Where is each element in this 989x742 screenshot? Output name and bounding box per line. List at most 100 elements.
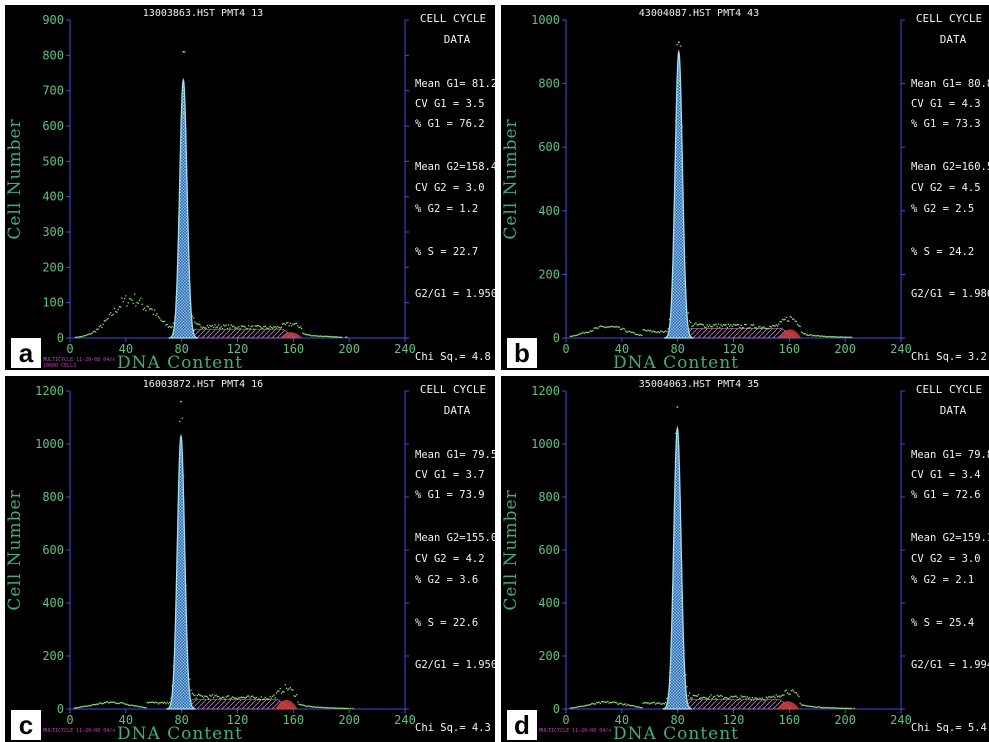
data-point: [755, 327, 757, 329]
data-point: [747, 697, 750, 700]
data-point: [602, 701, 604, 703]
data-point: [311, 335, 313, 337]
data-point: [590, 703, 593, 705]
x-tick-label: 80: [174, 713, 188, 727]
y-tick-label: 500: [42, 154, 64, 168]
data-point: [141, 706, 143, 708]
data-point: [820, 335, 823, 337]
data-point: [313, 706, 315, 708]
data-point: [706, 698, 708, 700]
data-point: [195, 697, 197, 700]
y-tick-label: 800: [42, 490, 64, 504]
y-tick-label: 700: [42, 84, 64, 98]
data-point: [737, 698, 740, 701]
data-point: [220, 325, 222, 328]
data-point: [639, 706, 642, 709]
data-point: [166, 701, 168, 703]
data-point: [656, 702, 658, 704]
data-point: [302, 332, 304, 334]
panel-label-c: c: [11, 710, 41, 740]
data-point: [269, 695, 271, 698]
data-point: [130, 704, 132, 707]
data-point: [312, 335, 314, 337]
data-point: [318, 706, 320, 709]
data-point: [231, 325, 234, 328]
data-point: [597, 702, 599, 704]
data-point: [110, 312, 112, 314]
data-point: [171, 685, 173, 687]
data-point: [153, 309, 156, 311]
data-point: [307, 333, 309, 336]
data-point: [715, 697, 717, 700]
data-point: [142, 706, 144, 709]
data-point: [627, 331, 629, 333]
data-point: [588, 331, 590, 333]
data-point: [111, 314, 113, 317]
data-point: [292, 689, 294, 691]
data-point: [843, 336, 845, 338]
data-point: [305, 705, 308, 708]
data-point: [108, 313, 111, 316]
data-point: [322, 706, 324, 709]
data-point: [251, 695, 254, 697]
data-point: [234, 697, 236, 699]
data-point: [633, 705, 635, 707]
data-point: [287, 321, 289, 324]
data-point: [246, 328, 249, 330]
data-point: [91, 332, 93, 334]
data-point: [161, 320, 163, 323]
data-point: [352, 707, 354, 710]
data-point: [828, 335, 830, 338]
data-point: [683, 670, 686, 672]
data-point: [761, 326, 764, 329]
data-point: [825, 336, 828, 338]
data-point: [810, 334, 813, 336]
data-point: [91, 704, 93, 706]
s-phase-region: [682, 699, 795, 710]
data-point: [92, 331, 94, 333]
data-point: [670, 649, 672, 651]
data-point: [138, 706, 141, 708]
data-point: [622, 327, 624, 330]
data-point: [323, 335, 325, 337]
data-point: [190, 689, 192, 691]
data-point: [78, 706, 80, 709]
data-point: [83, 335, 85, 337]
data-point: [850, 707, 853, 710]
data-point: [338, 707, 340, 710]
data-point: [93, 330, 95, 332]
chart-title: 16003872.HST PMT4 16: [143, 379, 263, 390]
data-point: [644, 329, 647, 332]
data-point: [646, 330, 648, 332]
data-point: [288, 688, 290, 690]
data-point: [309, 334, 312, 336]
stat-row: Mean G1= 80.8: [911, 78, 989, 90]
x-tick-label: 160: [282, 713, 304, 727]
data-point: [118, 306, 121, 308]
data-point: [775, 324, 777, 326]
data-point: [92, 703, 94, 706]
data-point: [843, 707, 845, 710]
data-point: [157, 316, 160, 318]
data-point: [121, 701, 123, 704]
data-point: [712, 324, 715, 326]
data-point: [823, 707, 825, 709]
data-point: [187, 253, 190, 255]
data-point: [153, 702, 156, 704]
data-point: [174, 316, 176, 319]
y-tick-label: 200: [42, 649, 64, 663]
data-point: [272, 695, 274, 697]
data-point: [292, 323, 294, 325]
x-tick-label: 240: [890, 713, 912, 727]
data-point: [701, 323, 703, 325]
data-point: [651, 702, 653, 704]
data-point: [636, 334, 638, 336]
data-point: [745, 697, 747, 699]
data-point: [118, 702, 121, 704]
data-point: [328, 707, 330, 709]
data-point: [730, 695, 732, 697]
data-point: [167, 703, 170, 705]
data-point: [136, 301, 138, 304]
data-point: [117, 308, 119, 311]
data-point: [78, 336, 80, 338]
